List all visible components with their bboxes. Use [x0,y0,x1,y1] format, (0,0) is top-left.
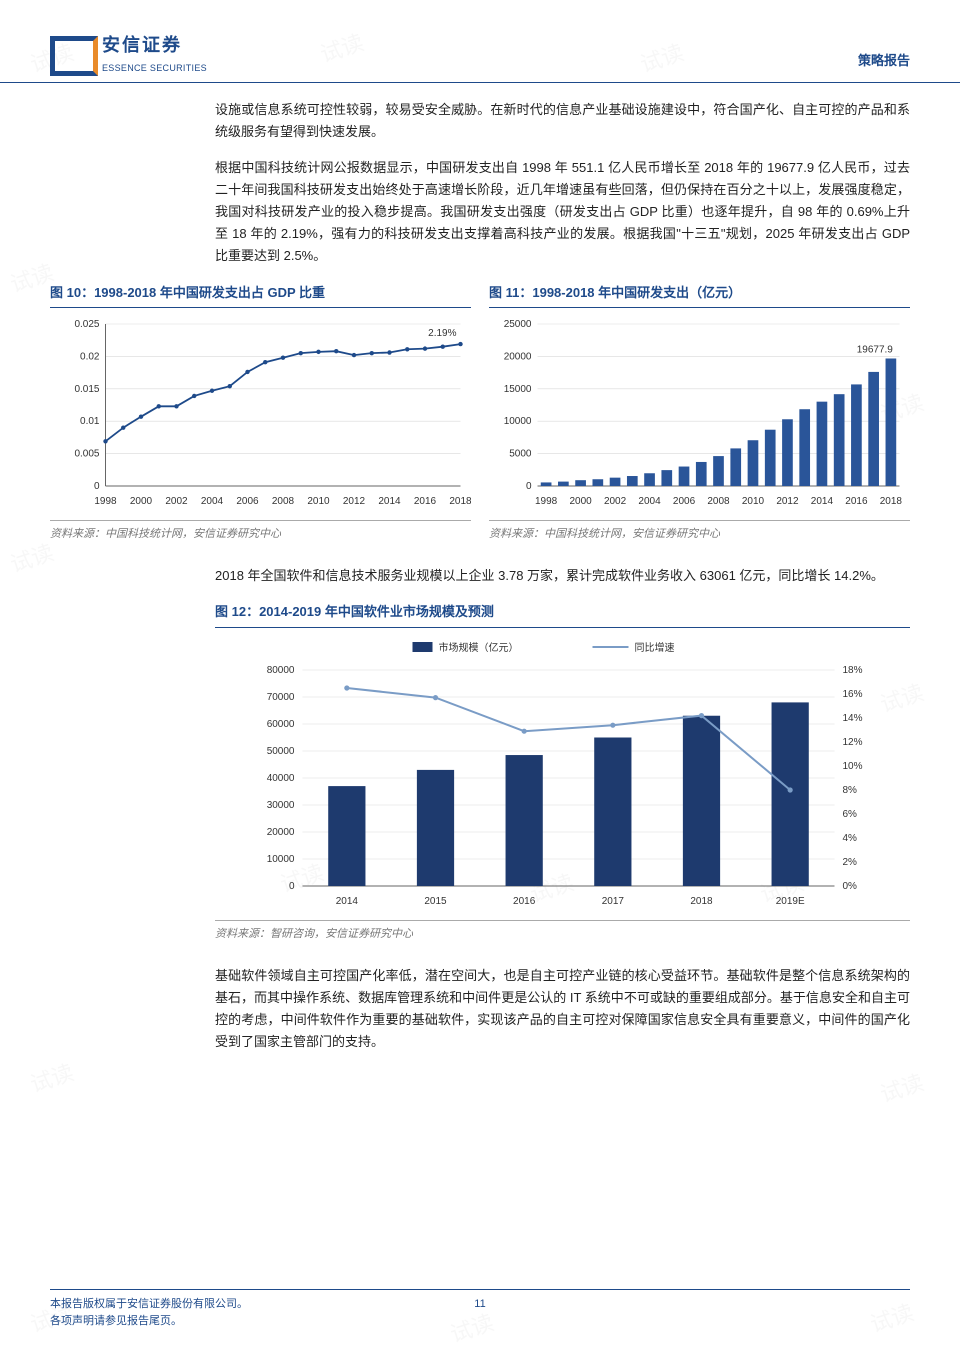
svg-text:2002: 2002 [165,496,188,507]
svg-text:6%: 6% [843,809,858,820]
chart-11-title: 图 11：1998-2018 年中国研发支出（亿元） [489,282,910,308]
brand-logo: 安信证券 ESSENCE SECURITIES [50,30,207,76]
brand-name-en: ESSENCE SECURITIES [102,61,207,76]
svg-text:市场规模（亿元）: 市场规模（亿元） [439,641,519,654]
svg-text:2012: 2012 [776,496,799,507]
svg-text:10%: 10% [843,761,863,772]
svg-text:2014: 2014 [336,896,359,907]
svg-text:2008: 2008 [272,496,295,507]
chart-10-source: 资料来源：中国科技统计网，安信证券研究中心 [50,520,471,544]
svg-text:2016: 2016 [513,896,536,907]
svg-text:2018: 2018 [690,896,713,907]
svg-text:2.19%: 2.19% [428,328,456,339]
svg-text:同比增速: 同比增速 [635,641,675,654]
watermark: 试读 [25,1054,78,1103]
svg-text:25000: 25000 [504,319,532,330]
svg-text:14%: 14% [843,713,863,724]
chart-row-10-11: 图 10：1998-2018 年中国研发支出占 GDP 比重 0 0.005 0.0… [50,282,910,544]
svg-text:18%: 18% [843,665,863,676]
paragraph-3: 2018 年全国软件和信息技术服务业规模以上企业 3.78 万家，累计完成软件业… [215,565,910,587]
svg-text:80000: 80000 [267,665,295,676]
svg-text:16%: 16% [843,689,863,700]
svg-text:0.025: 0.025 [74,319,99,330]
logo-icon [50,36,94,70]
svg-text:10000: 10000 [504,416,532,427]
svg-text:2010: 2010 [307,496,330,507]
svg-text:2008: 2008 [707,496,730,507]
svg-text:0%: 0% [843,881,858,892]
svg-text:2010: 2010 [742,496,765,507]
svg-text:19677.9: 19677.9 [857,344,894,355]
svg-text:2019E: 2019E [776,896,805,907]
svg-text:30000: 30000 [267,800,295,811]
brand-name-cn: 安信证券 [102,30,207,61]
svg-text:0.005: 0.005 [74,448,99,459]
chart-12-title: 图 12：2014-2019 年中国软件业市场规模及预测 [215,601,910,627]
svg-text:8%: 8% [843,785,858,796]
chart-11-svg: 0 5000 10000 15000 20000 25000 1998 2000 2002 200… [489,314,910,514]
svg-text:0.02: 0.02 [80,351,100,362]
chart-12: 图 12：2014-2019 年中国软件业市场规模及预测 市场规模（亿元） 同比增… [215,601,910,943]
svg-text:1998: 1998 [94,496,117,507]
svg-text:2018: 2018 [449,496,471,507]
svg-text:60000: 60000 [267,719,295,730]
svg-text:2014: 2014 [378,496,401,507]
svg-text:20000: 20000 [267,827,295,838]
svg-text:2000: 2000 [130,496,153,507]
chart-10-title: 图 10：1998-2018 年中国研发支出占 GDP 比重 [50,282,471,308]
svg-text:4%: 4% [843,833,858,844]
svg-text:12%: 12% [843,737,863,748]
page-footer: 本报告版权属于安信证券股份有限公司。 各项声明请参见报告尾页。 11 [50,1289,910,1329]
chart-11-source: 资料来源：中国科技统计网，安信证券研究中心 [489,520,910,544]
svg-text:2016: 2016 [414,496,437,507]
svg-text:2004: 2004 [201,496,224,507]
page-header: 安信证券 ESSENCE SECURITIES 策略报告 [0,0,960,83]
svg-text:70000: 70000 [267,692,295,703]
svg-text:2016: 2016 [845,496,868,507]
svg-text:2015: 2015 [424,896,447,907]
svg-text:2017: 2017 [602,896,625,907]
svg-text:0.01: 0.01 [80,416,100,427]
svg-text:1998: 1998 [535,496,558,507]
svg-text:0: 0 [289,881,295,892]
svg-text:20000: 20000 [504,351,532,362]
chart-12-source: 资料来源：智研咨询，安信证券研究中心 [215,920,910,944]
svg-text:0: 0 [94,481,100,492]
paragraph-1: 设施或信息系统可控性较弱，较易受安全威胁。在新时代的信息产业基础设施建设中，符合… [215,99,910,143]
svg-text:2006: 2006 [236,496,259,507]
page-number: 11 [50,1296,910,1313]
svg-text:2014: 2014 [811,496,834,507]
svg-text:2%: 2% [843,857,858,868]
chart-11: 图 11：1998-2018 年中国研发支出（亿元） 0 5000 10000 150… [489,282,910,544]
paragraph-4: 基础软件领域自主可控国产化率低，潜在空间大，也是自主可控产业链的核心受益环节。基… [215,965,910,1053]
svg-text:2000: 2000 [569,496,592,507]
page-content: 设施或信息系统可控性较弱，较易受安全威胁。在新时代的信息产业基础设施建设中，符合… [0,83,960,1054]
document-type-label: 策略报告 [858,50,910,76]
svg-text:10000: 10000 [267,854,295,865]
svg-text:2012: 2012 [343,496,366,507]
watermark: 试读 [875,1064,928,1113]
svg-text:15000: 15000 [504,383,532,394]
svg-text:2002: 2002 [604,496,627,507]
svg-text:0: 0 [526,481,532,492]
footer-line-2: 各项声明请参见报告尾页。 [50,1313,910,1330]
svg-text:2006: 2006 [673,496,696,507]
chart-12-svg: 市场规模（亿元） 同比增速 0 10000 20000 30000 40000 50000 60… [215,634,910,914]
paragraph-2: 根据中国科技统计网公报数据显示，中国研发支出自 1998 年 551.1 亿人民… [215,157,910,267]
svg-text:5000: 5000 [509,448,532,459]
svg-text:2018: 2018 [880,496,903,507]
svg-text:0.015: 0.015 [74,383,99,394]
chart-10-svg: 0 0.005 0.01 0.015 0.02 0.025 1998 2000 2002 2004… [50,314,471,514]
svg-text:2004: 2004 [638,496,661,507]
svg-text:50000: 50000 [267,746,295,757]
svg-text:40000: 40000 [267,773,295,784]
chart-10: 图 10：1998-2018 年中国研发支出占 GDP 比重 0 0.005 0.0… [50,282,471,544]
